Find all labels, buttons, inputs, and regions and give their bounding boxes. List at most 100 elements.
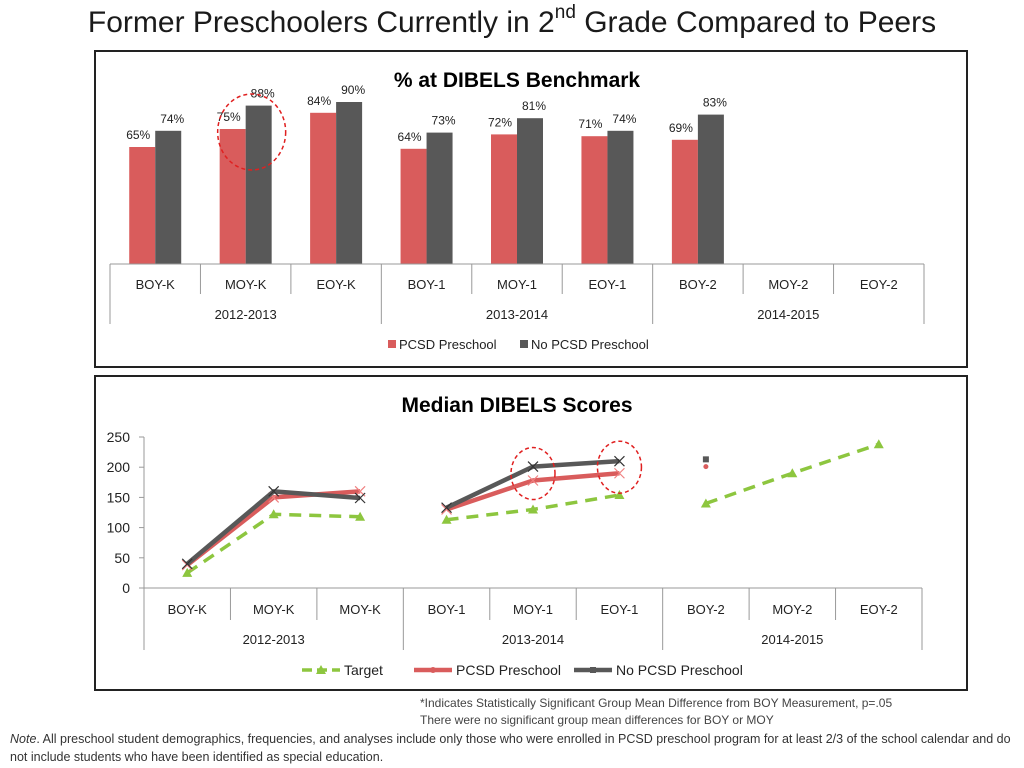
group-label: 2014-2015	[761, 632, 823, 647]
category-label: MOY-K	[339, 602, 381, 617]
y-tick-label: 250	[107, 429, 131, 445]
page-title: Former Preschoolers Currently in 2nd Gra…	[87, 2, 937, 39]
data-label: 81%	[522, 99, 546, 113]
legend-label: No PCSD Preschool	[531, 337, 649, 352]
category-label: MOY-2	[772, 602, 812, 617]
bar	[336, 102, 363, 264]
group-label: 2014-2015	[757, 307, 819, 322]
benchmark-chart-panel: % at DIBELS Benchmark 65% 75% 84% 64% 72% 71% 6…	[94, 50, 968, 368]
bar	[155, 130, 182, 264]
category-label: BOY-1	[428, 602, 466, 617]
target-point-marker	[355, 511, 366, 521]
note-label: Note	[10, 732, 37, 746]
bar	[400, 148, 427, 264]
y-tick-label: 150	[107, 489, 131, 505]
category-label: EOY-2	[860, 602, 898, 617]
bar	[219, 129, 246, 264]
significance-footnote: *Indicates Statistically Significant Gro…	[420, 695, 892, 729]
bar	[607, 130, 634, 264]
legend-pcsd-swatch	[388, 340, 396, 348]
bar	[671, 139, 698, 264]
category-label: EOY-K	[316, 277, 356, 292]
legend-no-pcsd-marker	[590, 667, 596, 673]
group-label: 2012-2013	[243, 632, 305, 647]
data-label: 73%	[432, 114, 456, 128]
category-label: BOY-2	[679, 277, 717, 292]
category-label: BOY-2	[687, 602, 725, 617]
legend-target-marker	[316, 665, 326, 674]
group-label: 2013-2014	[502, 632, 564, 647]
category-label: BOY-1	[408, 277, 446, 292]
no-pcsd-point-marker	[181, 558, 193, 570]
legend-label: PCSD Preschool	[399, 337, 497, 352]
median-scores-chart-panel: Median DIBELS Scores 0 50 100 150 200 250 BOY-K…	[94, 375, 968, 691]
target-point-marker	[614, 489, 625, 499]
category-label: EOY-1	[601, 602, 639, 617]
data-label: 75%	[217, 110, 241, 124]
chart-title: % at DIBELS Benchmark	[394, 69, 641, 92]
no-pcsd-point-marker	[527, 461, 539, 473]
target-point-marker	[528, 504, 538, 514]
category-label: MOY-K	[225, 277, 267, 292]
pcsd-point-marker	[703, 464, 709, 470]
y-tick-label: 200	[107, 459, 131, 475]
category-label: MOY-K	[253, 602, 295, 617]
bar	[517, 118, 543, 264]
data-label: 83%	[703, 96, 727, 110]
footnote-line-2: There were no significant group mean dif…	[420, 713, 774, 727]
bar	[310, 112, 337, 264]
data-label: 65%	[126, 128, 150, 142]
chart-title: Median DIBELS Scores	[401, 394, 632, 417]
group-label: 2013-2014	[486, 307, 548, 322]
target-point-marker	[787, 468, 798, 478]
legend-label: Target	[344, 662, 383, 678]
category-label: BOY-K	[168, 602, 208, 617]
no-pcsd-series-line	[185, 489, 361, 566]
target-point-marker	[873, 439, 884, 449]
target-point-marker	[441, 514, 452, 524]
group-label: 2012-2013	[215, 307, 277, 322]
footnote-line-1: *Indicates Statistically Significant Gro…	[420, 696, 893, 710]
data-label: 64%	[398, 130, 422, 144]
legend-label: PCSD Preschool	[456, 662, 561, 678]
note-text: . All preschool student demographics, fr…	[10, 732, 1011, 764]
no-pcsd-point-marker	[702, 456, 709, 463]
significance-highlight	[510, 446, 556, 501]
pcsd-series-line	[445, 470, 620, 512]
legend-pcsd-marker	[430, 667, 436, 673]
target-point-marker	[182, 567, 193, 577]
y-tick-label: 50	[114, 550, 130, 566]
data-label: 84%	[307, 94, 331, 108]
pcsd-series-line	[185, 489, 361, 567]
bar	[581, 136, 608, 264]
data-label: 88%	[251, 87, 275, 101]
page-note: Note. All preschool student demographics…	[10, 730, 1020, 766]
bar	[491, 134, 517, 264]
no-pcsd-point-marker	[441, 502, 452, 514]
data-label: 90%	[341, 83, 365, 97]
category-label: BOY-K	[136, 277, 176, 292]
no-pcsd-point-marker	[268, 485, 280, 497]
pcsd-point-marker	[527, 475, 539, 486]
category-label: EOY-2	[860, 277, 898, 292]
no-pcsd-point-marker	[614, 455, 625, 467]
significance-highlight	[216, 93, 287, 171]
benchmark-bar-chart: % at DIBELS Benchmark 65% 75% 84% 64% 72% 71% 6…	[109, 69, 925, 352]
y-tick-label: 100	[107, 520, 131, 536]
y-tick-label: 0	[122, 580, 130, 596]
data-label: 72%	[488, 115, 512, 129]
data-label: 69%	[669, 121, 693, 135]
target-point-marker	[700, 498, 711, 508]
data-label: 74%	[160, 112, 184, 126]
bar	[129, 147, 156, 264]
legend-label: No PCSD Preschool	[616, 662, 743, 678]
legend-no-pcsd-swatch	[520, 340, 528, 348]
pcsd-point-marker	[614, 467, 625, 479]
data-label: 74%	[612, 112, 636, 126]
median-scores-line-chart: Median DIBELS Scores 0 50 100 150 200 250 BOY-K…	[107, 394, 923, 678]
significance-highlight	[596, 440, 643, 494]
no-pcsd-point-marker	[354, 492, 366, 504]
category-label: EOY-1	[589, 277, 627, 292]
bar	[245, 105, 272, 264]
target-point-marker	[268, 509, 279, 519]
